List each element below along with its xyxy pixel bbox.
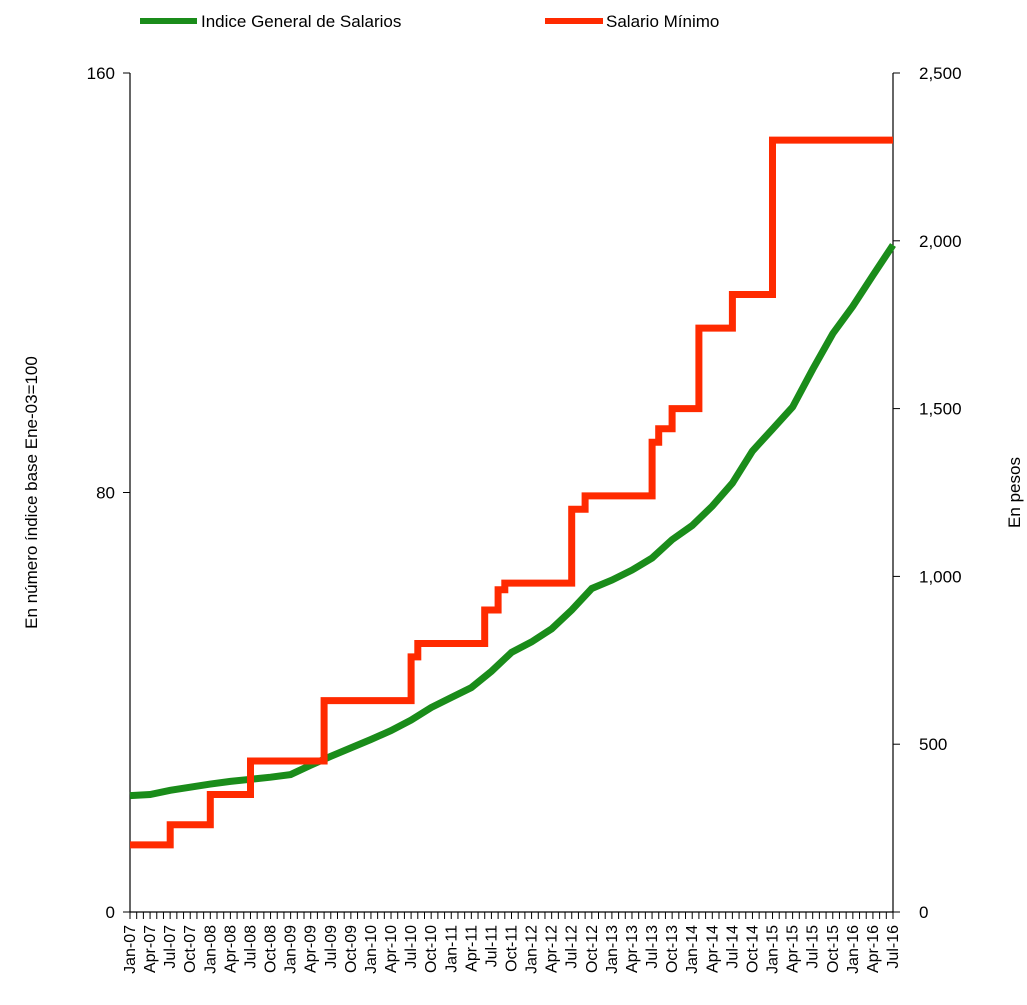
series-line-indice-general-de-salarios — [129, 243, 896, 800]
series-line-salario-m-nimo — [130, 136, 893, 849]
x-tick-label: Jul-15 — [805, 925, 822, 969]
x-tick-label: Apr-15 — [785, 925, 802, 973]
x-tick-label: Jul-12 — [564, 925, 581, 969]
x-tick-label: Oct-11 — [504, 925, 521, 972]
x-tick-label: Jan-11 — [443, 925, 460, 973]
x-tick-label: Apr-11 — [463, 925, 480, 972]
x-tick-label: Jan-08 — [202, 925, 219, 974]
x-tick-label: Apr-14 — [704, 925, 721, 973]
x-tick-label: Apr-13 — [624, 925, 641, 973]
legend: Indice General de Salarios Salario Mínimo — [140, 12, 719, 31]
x-tick-label: Jan-15 — [765, 925, 782, 974]
y-left-tick-label: 160 — [87, 64, 115, 83]
y-right-tick-label: 500 — [919, 735, 947, 754]
x-tick-label: Jan-12 — [524, 925, 541, 974]
x-tick-label: Jan-10 — [363, 925, 380, 974]
axes: 0 80 160 0 500 1,000 1,500 2,000 2,500 — [87, 64, 962, 922]
y-left-tick-label: 0 — [106, 903, 115, 922]
series-layer — [129, 136, 896, 849]
y-right-tick-label: 2,500 — [919, 64, 962, 83]
x-tick-label: Apr-16 — [865, 925, 882, 973]
x-tick-label: Oct-10 — [423, 925, 440, 973]
x-tick-label: Apr-08 — [222, 925, 239, 973]
y-axis-left-title: En número índice base Ene-03=100 — [22, 356, 41, 629]
legend-label: Salario Mínimo — [606, 12, 719, 31]
x-tick-label: Jan-07 — [122, 925, 139, 974]
y-right-tick-label: 1,500 — [919, 400, 962, 419]
y-right-tick-label: 0 — [919, 903, 928, 922]
x-tick-label: Jul-07 — [162, 925, 179, 969]
x-tick-label: Jan-16 — [845, 925, 862, 974]
x-tick-label: Oct-15 — [825, 925, 842, 973]
x-tick-label: Oct-12 — [584, 925, 601, 973]
y-right-tick-label: 2,000 — [919, 232, 962, 251]
x-tick-label: Jul-14 — [724, 925, 741, 969]
x-tick-label: Apr-09 — [303, 925, 320, 973]
x-tick-label: Oct-07 — [182, 925, 199, 973]
x-tick-label: Oct-09 — [343, 925, 360, 973]
legend-label: Indice General de Salarios — [201, 12, 401, 31]
x-tick-label: Jan-09 — [283, 925, 300, 974]
x-tick-label: Apr-12 — [544, 925, 561, 973]
x-axis-labels: Jan-07 Apr-07 Jul-07 Oct-07 Jan-08 Apr-08 Jul-… — [122, 925, 902, 974]
x-tick-label: Jul-09 — [323, 925, 340, 969]
x-tick-label: Jul-11 — [483, 925, 500, 967]
y-left-tick-label: 80 — [96, 484, 115, 503]
x-tick-label: Jan-13 — [604, 925, 621, 974]
y-right-tick-label: 1,000 — [919, 567, 962, 586]
x-tick-label: Jul-16 — [885, 925, 902, 969]
x-tick-label: Oct-13 — [664, 925, 681, 973]
x-tick-label: Jul-13 — [644, 925, 661, 969]
x-tick-label: Oct-08 — [263, 925, 280, 973]
x-tick-label: Oct-14 — [744, 925, 761, 973]
x-tick-label: Apr-07 — [142, 925, 159, 973]
x-tick-label: Jul-08 — [242, 925, 259, 969]
x-tick-label: Jul-10 — [403, 925, 420, 969]
x-tick-label: Apr-10 — [383, 925, 400, 973]
x-tick-label: Jan-14 — [684, 925, 701, 974]
y-axis-right-title: En pesos — [1005, 457, 1024, 528]
